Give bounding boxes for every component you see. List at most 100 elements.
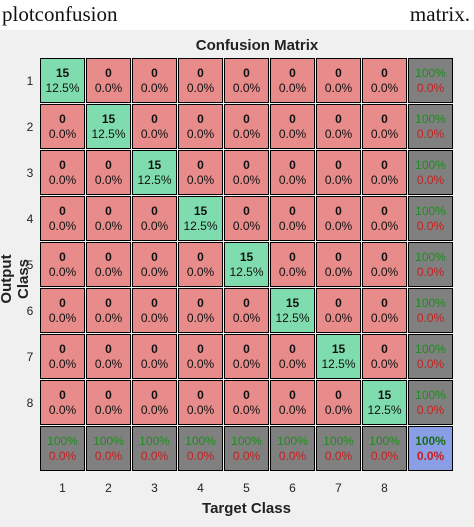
matrix-cell: 0 0.0% bbox=[270, 242, 315, 287]
matrix-cell-value: 0 bbox=[151, 66, 158, 80]
matrix-cell: 0 0.0% bbox=[362, 150, 407, 195]
matrix-cell: 0 0.0% bbox=[132, 380, 177, 425]
matrix-cell: 0 0.0% bbox=[132, 58, 177, 103]
matrix-cell: 0 0.0% bbox=[132, 196, 177, 241]
matrix-cell-percent: 0.0% bbox=[140, 357, 169, 371]
y-axis-label: Output Class bbox=[0, 254, 32, 304]
y-tick-label: 3 bbox=[26, 166, 34, 180]
row-summary-cell-percent: 0.0% bbox=[416, 311, 445, 325]
document-text-right: matrix. bbox=[409, 2, 470, 26]
matrix-cell-percent: 0.0% bbox=[48, 219, 77, 233]
matrix-cell: 0 0.0% bbox=[362, 58, 407, 103]
y-tick-label: 5 bbox=[26, 258, 34, 272]
matrix-cell-value: 0 bbox=[335, 250, 342, 264]
matrix-cell-percent: 0.0% bbox=[232, 357, 261, 371]
matrix-cell-value: 0 bbox=[105, 388, 112, 402]
y-tick-label: 7 bbox=[26, 350, 34, 364]
matrix-cell: 0 0.0% bbox=[362, 196, 407, 241]
matrix-cell-percent: 0.0% bbox=[186, 127, 215, 141]
matrix-cell: 0 0.0% bbox=[362, 104, 407, 149]
matrix-cell-percent: 0.0% bbox=[278, 81, 307, 95]
confusion-matrix-figure: Confusion Matrix 15 12.5% 0 0.0% 0 0.0% 0 0.0% 0… bbox=[0, 30, 474, 527]
x-tick-label: 4 bbox=[197, 481, 204, 495]
matrix-cell: 0 0.0% bbox=[270, 58, 315, 103]
row-summary-cell-value: 100% bbox=[415, 204, 446, 218]
matrix-cell-value: 0 bbox=[381, 204, 388, 218]
matrix-cell-percent: 0.0% bbox=[186, 357, 215, 371]
matrix-cell-percent: 0.0% bbox=[48, 265, 77, 279]
matrix-cell: 0 0.0% bbox=[40, 334, 85, 379]
overall-accuracy-cell-percent: 0.0% bbox=[416, 449, 445, 463]
y-tick-label: 4 bbox=[26, 212, 34, 226]
matrix-cell-percent: 12.5% bbox=[367, 403, 402, 417]
matrix-cell-percent: 0.0% bbox=[232, 219, 261, 233]
matrix-cell-value: 0 bbox=[335, 158, 342, 172]
matrix-cell-percent: 0.0% bbox=[94, 357, 123, 371]
matrix-cell-percent: 0.0% bbox=[48, 173, 77, 187]
matrix-cell-percent: 0.0% bbox=[94, 403, 123, 417]
y-axis-label-wrap: Output Class bbox=[0, 250, 32, 310]
matrix-cell-percent: 0.0% bbox=[324, 219, 353, 233]
matrix-cell-percent: 0.0% bbox=[278, 173, 307, 187]
matrix-cell-value: 0 bbox=[151, 250, 158, 264]
matrix-cell-percent: 0.0% bbox=[94, 265, 123, 279]
row-summary-cell-percent: 0.0% bbox=[416, 219, 445, 233]
matrix-cell: 0 0.0% bbox=[86, 58, 131, 103]
matrix-cell: 0 0.0% bbox=[224, 196, 269, 241]
document-text-left: plotconfusion bbox=[2, 2, 118, 26]
column-summary-cell: 100% 0.0% bbox=[40, 426, 85, 471]
row-summary-cell-value: 100% bbox=[415, 158, 446, 172]
column-summary-cell: 100% 0.0% bbox=[224, 426, 269, 471]
matrix-cell-percent: 0.0% bbox=[324, 265, 353, 279]
matrix-cell-value: 0 bbox=[105, 158, 112, 172]
column-summary-cell-percent: 0.0% bbox=[94, 449, 123, 463]
matrix-cell-percent: 0.0% bbox=[48, 403, 77, 417]
column-summary-cell-value: 100% bbox=[47, 434, 78, 448]
matrix-cell: 0 0.0% bbox=[270, 196, 315, 241]
matrix-cell-percent: 0.0% bbox=[140, 81, 169, 95]
matrix-cell: 0 0.0% bbox=[270, 150, 315, 195]
column-summary-cell-percent: 0.0% bbox=[48, 449, 77, 463]
matrix-cell: 0 0.0% bbox=[132, 288, 177, 333]
matrix-cell-percent: 0.0% bbox=[94, 173, 123, 187]
matrix-cell: 0 0.0% bbox=[132, 334, 177, 379]
row-summary-cell-value: 100% bbox=[415, 250, 446, 264]
matrix-cell-value: 0 bbox=[289, 388, 296, 402]
matrix-cell-value: 0 bbox=[243, 204, 250, 218]
matrix-cell-percent: 0.0% bbox=[370, 265, 399, 279]
x-tick-label: 3 bbox=[151, 481, 158, 495]
column-summary-cell-value: 100% bbox=[139, 434, 170, 448]
matrix-cell-percent: 0.0% bbox=[94, 219, 123, 233]
matrix-cell: 15 12.5% bbox=[132, 150, 177, 195]
matrix-cell-percent: 0.0% bbox=[140, 265, 169, 279]
matrix-cell: 0 0.0% bbox=[178, 380, 223, 425]
matrix-cell-value: 0 bbox=[197, 112, 204, 126]
matrix-cell: 15 12.5% bbox=[224, 242, 269, 287]
matrix-cell-percent: 0.0% bbox=[324, 311, 353, 325]
row-summary-cell-percent: 0.0% bbox=[416, 357, 445, 371]
overall-accuracy-cell: 100% 0.0% bbox=[408, 426, 453, 471]
matrix-cell-percent: 0.0% bbox=[186, 265, 215, 279]
column-summary-cell-percent: 0.0% bbox=[186, 449, 215, 463]
matrix-cell-value: 0 bbox=[59, 388, 66, 402]
matrix-cell: 0 0.0% bbox=[224, 334, 269, 379]
matrix-cell-percent: 0.0% bbox=[232, 127, 261, 141]
matrix-cell-value: 0 bbox=[335, 66, 342, 80]
matrix-cell-percent: 0.0% bbox=[232, 81, 261, 95]
matrix-cell-percent: 12.5% bbox=[183, 219, 218, 233]
matrix-cell-value: 0 bbox=[197, 66, 204, 80]
matrix-cell-percent: 0.0% bbox=[140, 127, 169, 141]
matrix-cell: 15 12.5% bbox=[362, 380, 407, 425]
matrix-cell-value: 15 bbox=[239, 250, 254, 264]
column-summary-cell: 100% 0.0% bbox=[362, 426, 407, 471]
matrix-cell-percent: 0.0% bbox=[186, 311, 215, 325]
matrix-cell-value: 0 bbox=[59, 158, 66, 172]
matrix-cell-percent: 0.0% bbox=[370, 127, 399, 141]
matrix-cell: 0 0.0% bbox=[178, 288, 223, 333]
matrix-cell-percent: 0.0% bbox=[324, 127, 353, 141]
matrix-cell: 0 0.0% bbox=[362, 288, 407, 333]
row-summary-cell: 100% 0.0% bbox=[408, 334, 453, 379]
matrix-cell-percent: 0.0% bbox=[278, 357, 307, 371]
matrix-cell-value: 0 bbox=[381, 66, 388, 80]
matrix-cell: 0 0.0% bbox=[86, 288, 131, 333]
